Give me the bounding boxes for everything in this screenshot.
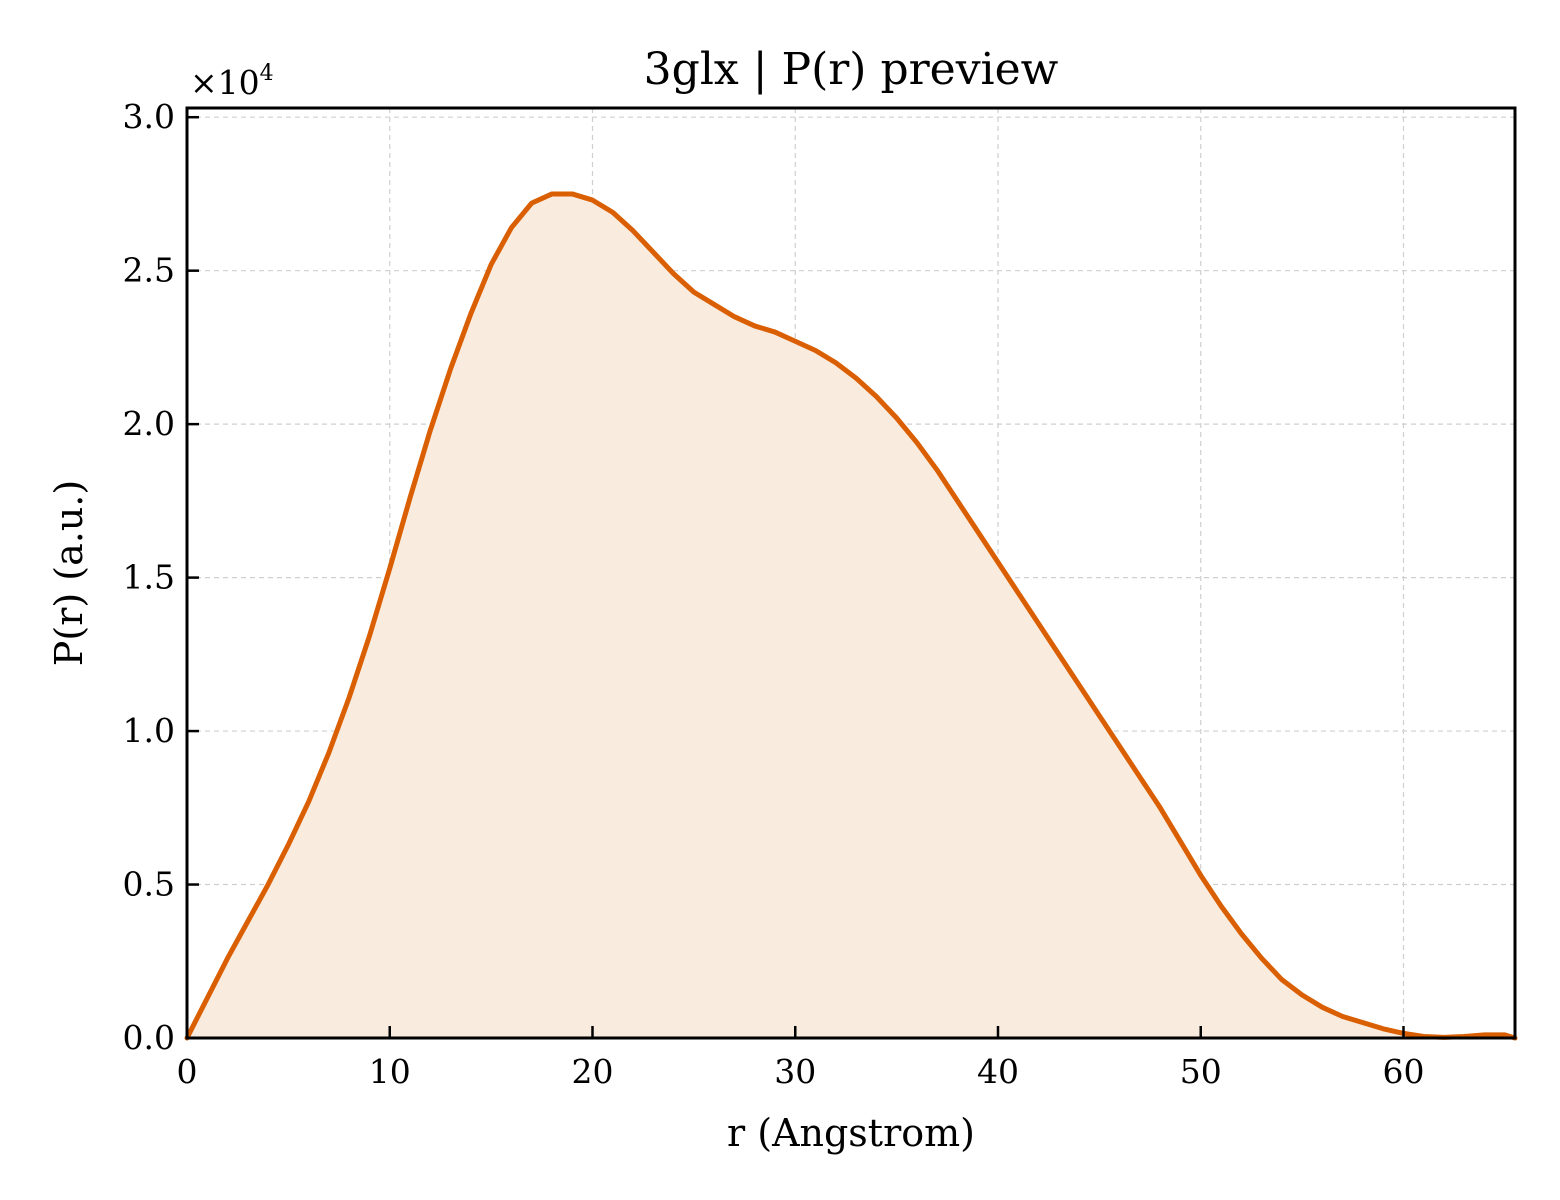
y-tick-label: 3.0	[123, 97, 175, 136]
x-tick-label: 10	[369, 1052, 411, 1091]
y-tick-label: 1.0	[123, 711, 175, 750]
y-tick-label: 1.5	[123, 558, 175, 597]
y-tick-label: 2.0	[123, 404, 175, 443]
y-tick-label: 2.5	[123, 251, 175, 290]
x-tick-label: 40	[977, 1052, 1019, 1091]
x-tick-label: 50	[1180, 1052, 1222, 1091]
y-axis-label: P(r) (a.u.)	[47, 480, 91, 666]
pr-curve-line	[184, 191, 1518, 1041]
y-offset-label: ×104	[190, 61, 274, 102]
y-tick-label: 0.0	[123, 1018, 175, 1057]
axis-ticks	[185, 115, 1405, 1040]
chart-title: 3glx | P(r) preview	[644, 44, 1059, 95]
y-offset-exponent: 4	[260, 61, 274, 86]
x-tick-label: 60	[1382, 1052, 1424, 1091]
x-tick-label: 30	[774, 1052, 816, 1091]
pr-area-fill	[187, 193, 1515, 1038]
x-axis-label: r (Angstrom)	[727, 1111, 975, 1155]
y-offset-base: ×10	[190, 63, 260, 102]
y-tick-label: 0.5	[123, 865, 175, 904]
x-tick-label: 20	[571, 1052, 613, 1091]
plot-frame	[185, 106, 1517, 1040]
x-tick-label: 0	[177, 1052, 198, 1091]
